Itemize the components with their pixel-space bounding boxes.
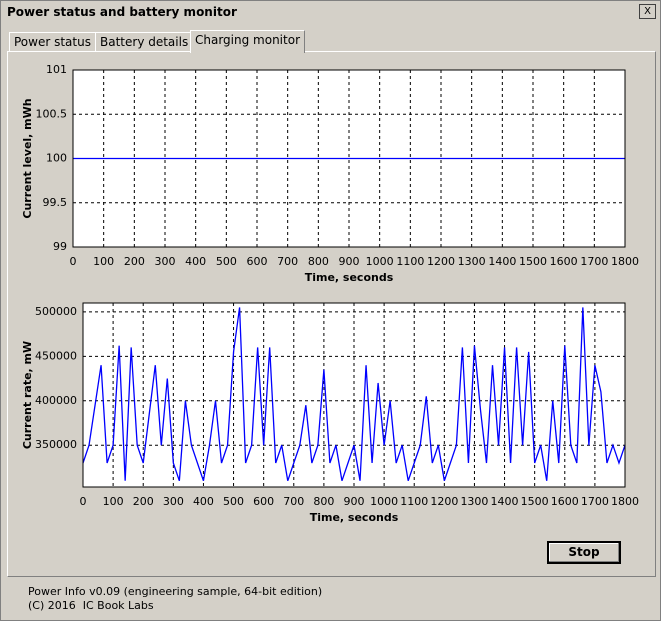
x-tick-label: 1200 — [427, 255, 455, 268]
y-tick-label: 99.5 — [43, 196, 68, 209]
x-tick-label: 1700 — [580, 255, 608, 268]
x-tick-label: 1100 — [400, 495, 428, 508]
x-tick-label: 600 — [247, 255, 268, 268]
x-tick-label: 1500 — [521, 495, 549, 508]
y-tick-label: 350000 — [35, 438, 77, 451]
x-tick-label: 800 — [313, 495, 334, 508]
y-tick-label: 400000 — [35, 394, 77, 407]
data-line — [82, 307, 626, 481]
y-tick-label: 500000 — [35, 305, 77, 318]
x-tick-label: 1800 — [611, 495, 639, 508]
x-tick-label: 500 — [223, 495, 244, 508]
x-tick-label: 0 — [80, 495, 87, 508]
x-tick-label: 200 — [124, 255, 145, 268]
y-tick-label: 99 — [53, 240, 67, 253]
x-tick-label: 1400 — [491, 495, 519, 508]
plot-border — [72, 69, 626, 248]
x-tick-label: 900 — [344, 495, 365, 508]
tab[interactable]: Power status — [9, 32, 96, 52]
y-tick-label: 100 — [46, 152, 67, 165]
footer-line: (C) 2016 IC Book Labs — [28, 599, 154, 612]
footer-line: Power Info v0.09 (engineering sample, 64… — [28, 585, 323, 598]
tab-panel — [7, 51, 656, 577]
x-tick-label: 1700 — [581, 495, 609, 508]
x-tick-label: 500 — [216, 255, 237, 268]
x-tick-label: 1600 — [550, 255, 578, 268]
x-tick-label: 1800 — [611, 255, 639, 268]
x-tick-label: 400 — [185, 255, 206, 268]
x-tick-label: 1100 — [396, 255, 424, 268]
close-button[interactable]: X — [639, 4, 656, 19]
x-tick-label: 1200 — [430, 495, 458, 508]
y-tick-label: 100.5 — [36, 107, 68, 120]
x-tick-label: 1400 — [488, 255, 516, 268]
x-tick-label: 800 — [308, 255, 329, 268]
tab[interactable]: Charging monitor — [190, 30, 305, 53]
stop-button[interactable]: Stop — [547, 541, 621, 564]
x-tick-label: 700 — [283, 495, 304, 508]
x-tick-label: 600 — [253, 495, 274, 508]
x-tick-label: 300 — [155, 255, 176, 268]
x-tick-label: 1300 — [458, 255, 486, 268]
y-tick-label: 101 — [46, 63, 67, 76]
x-tick-label: 1000 — [370, 495, 398, 508]
x-axis-title: Time, seconds — [310, 511, 399, 524]
title-bar: Power status and battery monitor — [3, 3, 658, 21]
x-tick-label: 300 — [163, 495, 184, 508]
x-tick-label: 400 — [193, 495, 214, 508]
x-tick-label: 0 — [70, 255, 77, 268]
x-tick-label: 1300 — [460, 495, 488, 508]
y-axis-title: Current rate, mW — [21, 341, 34, 449]
x-tick-label: 100 — [103, 495, 124, 508]
x-tick-label: 900 — [339, 255, 360, 268]
x-tick-label: 100 — [93, 255, 114, 268]
x-axis-title: Time, seconds — [305, 271, 394, 284]
y-tick-label: 450000 — [35, 349, 77, 362]
plot-border — [82, 302, 626, 488]
y-axis-title: Current level, mWh — [21, 98, 34, 218]
x-tick-label: 700 — [277, 255, 298, 268]
x-tick-label: 1500 — [519, 255, 547, 268]
x-tick-label: 200 — [133, 495, 154, 508]
x-tick-label: 1000 — [366, 255, 394, 268]
x-tick-label: 1600 — [551, 495, 579, 508]
